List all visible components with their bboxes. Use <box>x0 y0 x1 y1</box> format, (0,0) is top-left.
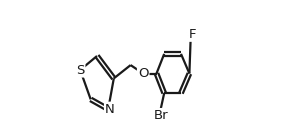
Text: N: N <box>105 103 115 116</box>
Text: Br: Br <box>153 109 168 122</box>
Text: O: O <box>138 67 148 80</box>
Text: F: F <box>188 28 196 41</box>
Text: S: S <box>76 64 84 76</box>
